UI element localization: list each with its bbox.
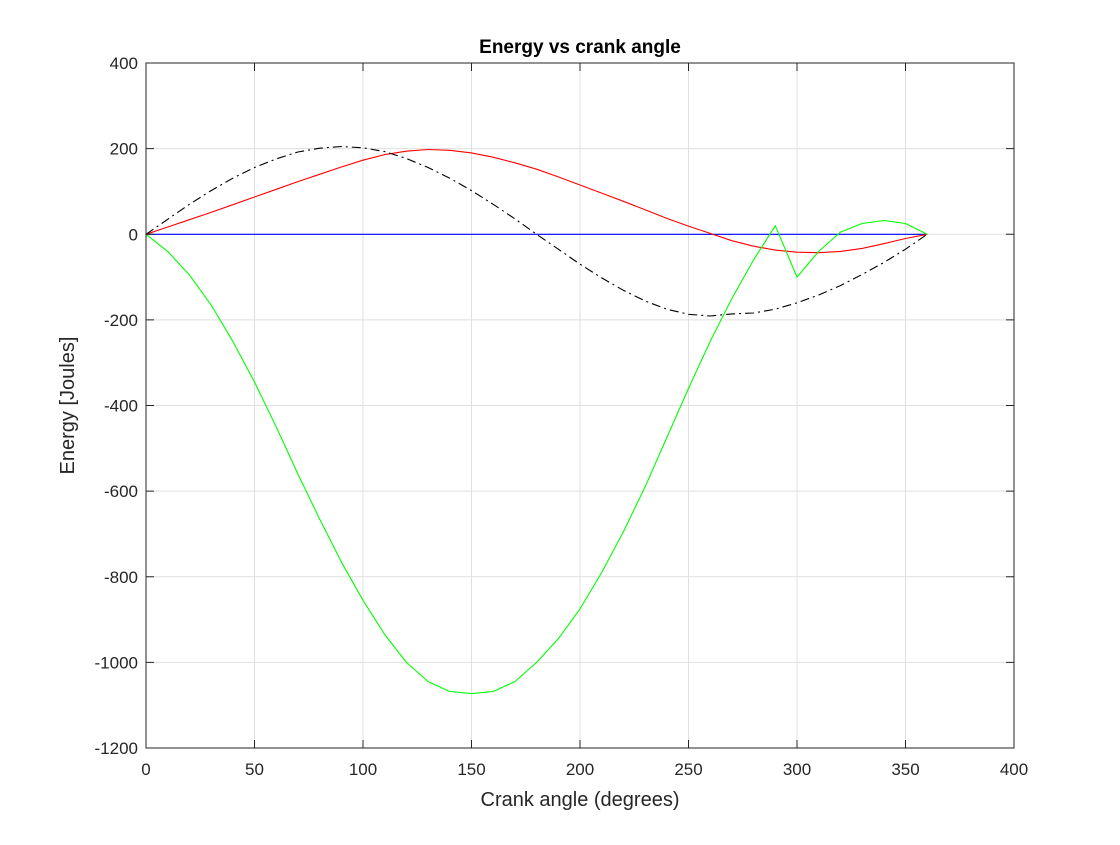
- x-tick-label: 300: [783, 760, 811, 779]
- chart-title: Energy vs crank angle: [479, 37, 681, 58]
- x-tick-label: 0: [141, 760, 150, 779]
- y-tick-labels: -1200 -1000 -800 -600 -400 -200 0 200 400: [95, 54, 138, 758]
- y-tick-label: -800: [104, 568, 138, 587]
- y-tick-label: -1000: [95, 653, 138, 672]
- x-tick-label: 250: [674, 760, 702, 779]
- x-tick-labels: 0 50 100 150 200 250 300 350 400: [141, 760, 1028, 779]
- tick-marks: [145, 62, 1015, 749]
- x-tick-label: 400: [1000, 760, 1028, 779]
- x-tick-label: 50: [245, 760, 264, 779]
- y-tick-label: 0: [129, 225, 138, 244]
- y-axis-label: Energy [Joules]: [57, 337, 79, 475]
- series-line-4: [145, 219, 928, 695]
- y-tick-label: -200: [104, 311, 138, 330]
- y-tick-label: -1200: [95, 739, 138, 758]
- x-axis-label: Crank angle (degrees): [481, 789, 680, 811]
- y-tick-label: -400: [104, 397, 138, 416]
- x-tick-label: 150: [457, 760, 485, 779]
- y-tick-label: 200: [110, 140, 138, 159]
- x-tick-label: 200: [566, 760, 594, 779]
- y-tick-label: -600: [104, 482, 138, 501]
- series-group: [145, 145, 928, 695]
- y-tick-label: 400: [110, 54, 138, 73]
- series-line-2: [145, 148, 928, 254]
- x-tick-label: 350: [891, 760, 919, 779]
- x-tick-label: 100: [349, 760, 377, 779]
